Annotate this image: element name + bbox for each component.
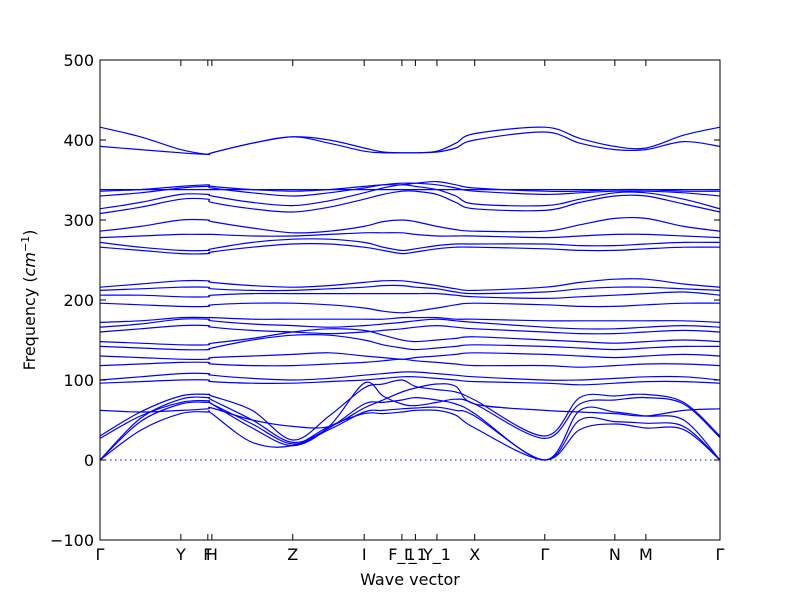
- band-line-19: [99, 278, 721, 292]
- band-line-11: [99, 334, 721, 351]
- x-tick-label: M: [639, 545, 653, 564]
- band-lines: [99, 126, 721, 461]
- x-tick-label: I: [362, 545, 367, 564]
- x-tick-label: F: [203, 545, 212, 564]
- band-line-9: [99, 358, 721, 368]
- band-line-6: [99, 383, 721, 429]
- band-line-4: [99, 381, 721, 447]
- x-tick-label: Γ: [716, 545, 725, 564]
- y-axis-label: Frequency (cm−1): [19, 230, 40, 371]
- band-line-13: [99, 324, 721, 335]
- x-tick-label: Y: [175, 545, 186, 564]
- band-line-15: [99, 316, 721, 323]
- y-tick-label: 0: [84, 451, 94, 470]
- y-axis-ticks: −100 0 100 200 300 400 500: [50, 51, 720, 550]
- y-axis-label-text: Frequency: [20, 288, 39, 371]
- band-line-10: [99, 352, 721, 361]
- x-tick-label: F_1: [388, 545, 415, 565]
- band-line-5: [99, 379, 721, 441]
- band-line-16: [99, 302, 721, 314]
- y-tick-label: 200: [63, 291, 94, 310]
- x-axis-label: Wave vector: [360, 570, 460, 589]
- band-line-30: [99, 126, 721, 156]
- band-line-8: [99, 371, 721, 381]
- x-tick-label: H: [206, 545, 218, 564]
- band-line-23: [99, 216, 721, 234]
- band-line-18: [99, 284, 721, 295]
- x-axis-ticks: Γ Y FH Z I F_1I_1Y_1 X Γ N M Γ: [96, 60, 725, 565]
- band-line-17: [99, 291, 721, 300]
- band-line-1: [99, 409, 721, 461]
- band-line-29: [99, 131, 721, 156]
- x-tick-label: Γ: [540, 545, 549, 564]
- y-axis-label-unit-exponent: −1: [19, 236, 32, 252]
- y-tick-label: −100: [50, 531, 94, 550]
- y-tick-label: 400: [63, 131, 94, 150]
- x-tick-label: N: [609, 545, 621, 564]
- band-line-22: [99, 232, 721, 239]
- band-line-12: [99, 328, 721, 346]
- x-tick-label: Γ: [96, 545, 105, 564]
- band-line-3: [99, 396, 721, 461]
- x-tick-label: X: [469, 545, 480, 564]
- band-line-20: [99, 243, 721, 255]
- y-tick-label: 100: [63, 371, 94, 390]
- y-tick-label: 500: [63, 51, 94, 70]
- x-tick-label: Y_1: [422, 545, 451, 565]
- x-tick-label: I_1: [404, 545, 427, 565]
- band-line-24: [99, 190, 721, 215]
- y-tick-label: 300: [63, 211, 94, 230]
- band-line-7: [99, 375, 721, 386]
- band-line-21: [99, 238, 721, 252]
- band-line-25: [99, 184, 721, 210]
- y-axis-label-unit: cm: [20, 252, 39, 276]
- plot-frame: [99, 59, 721, 541]
- band-line-14: [99, 318, 721, 330]
- x-tick-label: Z: [287, 545, 298, 564]
